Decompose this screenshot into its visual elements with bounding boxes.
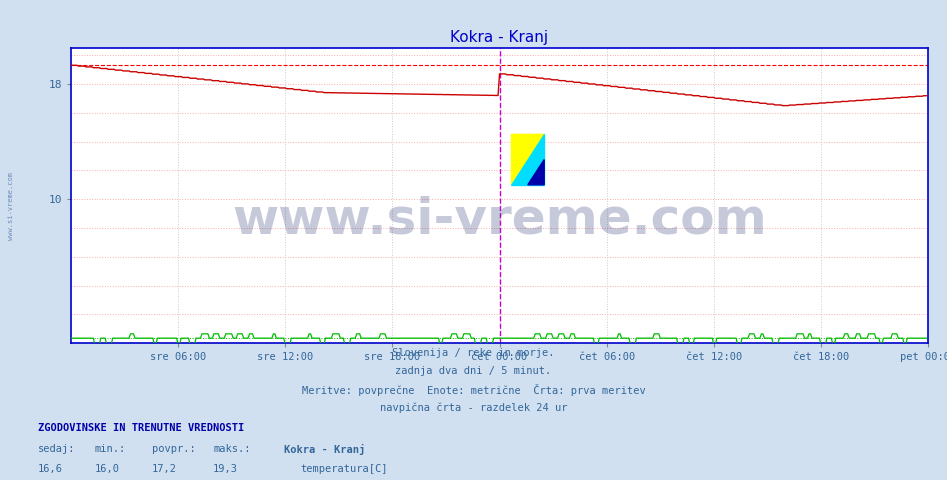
Text: temperatura[C]: temperatura[C] xyxy=(300,464,387,474)
Polygon shape xyxy=(511,134,545,185)
Polygon shape xyxy=(511,134,545,185)
Text: zadnja dva dni / 5 minut.: zadnja dva dni / 5 minut. xyxy=(396,366,551,376)
Text: 17,2: 17,2 xyxy=(152,464,176,474)
Text: 16,0: 16,0 xyxy=(95,464,119,474)
Text: 19,3: 19,3 xyxy=(213,464,238,474)
Text: Kokra - Kranj: Kokra - Kranj xyxy=(284,444,366,455)
Text: navpična črta - razdelek 24 ur: navpična črta - razdelek 24 ur xyxy=(380,403,567,413)
Title: Kokra - Kranj: Kokra - Kranj xyxy=(451,30,548,46)
Text: Slovenija / reke in morje.: Slovenija / reke in morje. xyxy=(392,348,555,358)
Text: povpr.:: povpr.: xyxy=(152,444,195,454)
Text: 16,6: 16,6 xyxy=(38,464,63,474)
Text: www.si-vreme.com: www.si-vreme.com xyxy=(9,172,14,240)
Text: www.si-vreme.com: www.si-vreme.com xyxy=(232,195,767,243)
Polygon shape xyxy=(527,159,545,185)
Text: sedaj:: sedaj: xyxy=(38,444,76,454)
Text: min.:: min.: xyxy=(95,444,126,454)
Text: ZGODOVINSKE IN TRENUTNE VREDNOSTI: ZGODOVINSKE IN TRENUTNE VREDNOSTI xyxy=(38,423,244,433)
Text: maks.:: maks.: xyxy=(213,444,251,454)
Text: Meritve: povprečne  Enote: metrične  Črta: prva meritev: Meritve: povprečne Enote: metrične Črta:… xyxy=(302,384,645,396)
